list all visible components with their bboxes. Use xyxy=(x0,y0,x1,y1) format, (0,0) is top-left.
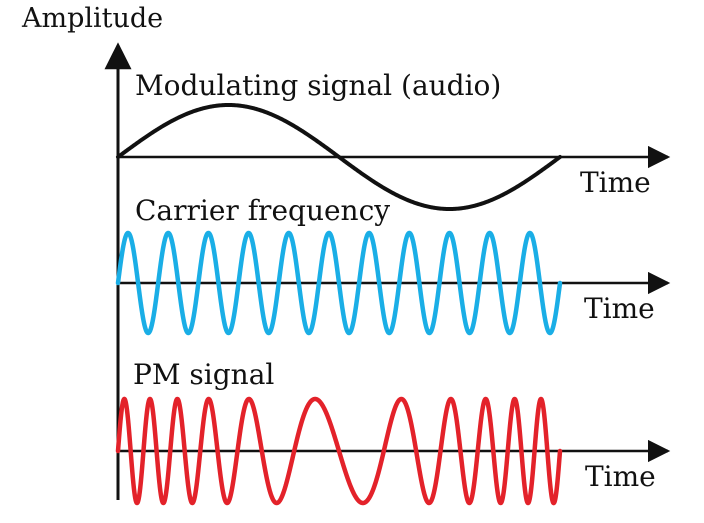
modulating-label: Modulating signal (audio) xyxy=(135,69,501,102)
time-label-modulating: Time xyxy=(580,166,651,199)
amplitude-label: Amplitude xyxy=(21,3,163,34)
time-label-pm: Time xyxy=(585,460,656,493)
pm-label: PM signal xyxy=(133,358,274,391)
modulating-waveform xyxy=(116,102,562,212)
carrier-label: Carrier frequency xyxy=(135,194,390,227)
pm-waveform xyxy=(115,396,563,506)
carrier-waveform xyxy=(115,230,563,336)
time-label-carrier: Time xyxy=(584,292,655,325)
